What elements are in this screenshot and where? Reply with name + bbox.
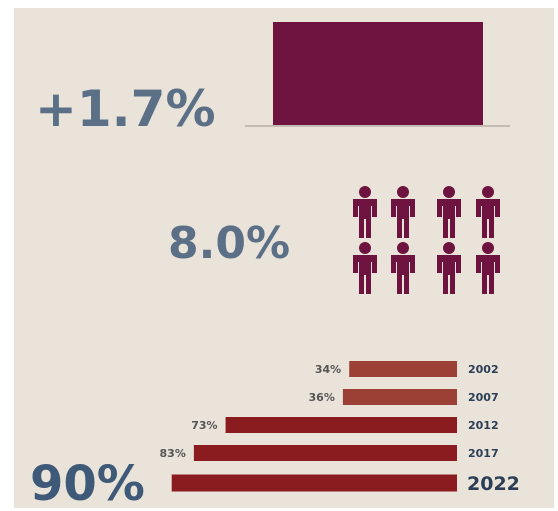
value-label: 90% — [30, 456, 145, 511]
year-label: 2012 — [468, 419, 499, 432]
value-label: 34% — [315, 363, 341, 376]
share-stat: 8.0% — [168, 218, 290, 269]
value-label: 73% — [191, 419, 217, 432]
year-label: 2002 — [468, 363, 499, 376]
year-label: 2017 — [468, 447, 499, 460]
growth-block — [273, 22, 483, 125]
bar — [171, 474, 457, 492]
growth-stat: +1.7% — [35, 80, 216, 138]
value-label: 36% — [309, 391, 335, 404]
bar — [225, 417, 457, 433]
bar — [349, 361, 457, 377]
bar — [193, 445, 457, 461]
bar — [342, 389, 457, 405]
year-label: 2022 — [467, 473, 520, 495]
year-label: 2007 — [468, 391, 499, 404]
value-label: 83% — [160, 447, 186, 460]
